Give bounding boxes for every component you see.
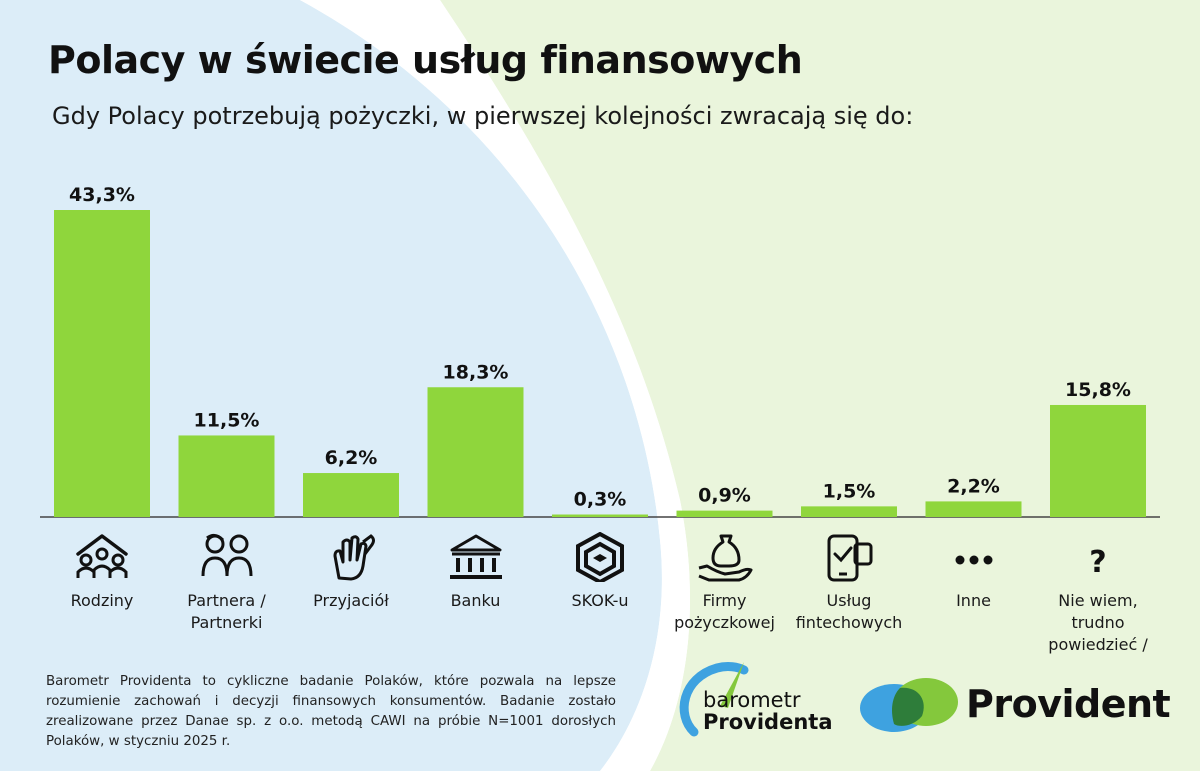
barometr-logo-line1: barometr [703, 688, 801, 712]
question-mark-icon: ? [1089, 545, 1106, 580]
svg-text:?: ? [1089, 545, 1106, 580]
background-green-shape [440, 0, 1200, 771]
bar-value-label-2: 11,5% [194, 409, 260, 431]
money-bag-hand-icon [697, 534, 752, 582]
bar-8 [925, 501, 1022, 517]
bar-9 [1050, 404, 1146, 517]
category-label-2: Partnera / Partnerki [187, 591, 266, 632]
category-label-3: Przyjaciół [313, 591, 389, 610]
ellipsis-icon [955, 555, 992, 565]
page-title: Polacy w świecie usług finansowych [48, 38, 803, 82]
bar-value-label-9: 15,8% [1065, 379, 1131, 401]
phone-card-icon [827, 534, 873, 582]
bar-value-label-4: 18,3% [443, 361, 509, 383]
barometr-needle [720, 662, 744, 708]
provident-logo-mark [860, 678, 958, 732]
category-label-8: Inne [956, 591, 991, 610]
hands-icon [333, 534, 375, 581]
category-label-5: SKOK-u [571, 591, 629, 610]
skok-hexagon-icon [576, 532, 624, 582]
category-label-9: Nie wiem, trudno powiedzieć / [1048, 591, 1148, 654]
category-label-4: Banku [450, 591, 501, 610]
bar-4 [427, 387, 524, 517]
category-label-7: Usług fintechowych [795, 591, 903, 632]
bar-value-label-6: 0,9% [698, 485, 751, 507]
bar-6 [676, 510, 773, 517]
family-icon [76, 534, 128, 578]
bar-value-label-7: 1,5% [823, 480, 876, 502]
bank-icon [449, 534, 502, 579]
bar-value-label-5: 0,3% [574, 489, 627, 511]
barometr-arc [679, 662, 749, 737]
barometr-providenta-logo [679, 662, 749, 737]
bar-5 [552, 514, 648, 517]
bar-value-label-3: 6,2% [325, 447, 378, 469]
page-subtitle: Gdy Polacy potrzebują pożyczki, w pierws… [52, 102, 914, 130]
bar-value-label-1: 43,3% [69, 184, 135, 206]
bar-3 [303, 473, 399, 517]
category-label-6: Firmy pożyczkowej [674, 591, 775, 632]
barometr-logo-line2: Providenta [703, 710, 833, 734]
provident-logo-text: Provident [966, 682, 1171, 726]
bar-1 [54, 210, 150, 517]
bar-2 [178, 435, 275, 517]
background-white-wave [300, 0, 690, 771]
survey-note: Barometr Providenta to cykliczne badanie… [46, 674, 616, 749]
bar-value-label-8: 2,2% [947, 475, 1000, 497]
couple-icon [201, 533, 252, 577]
category-label-1: Rodziny [70, 591, 134, 610]
bar-7 [801, 506, 897, 517]
